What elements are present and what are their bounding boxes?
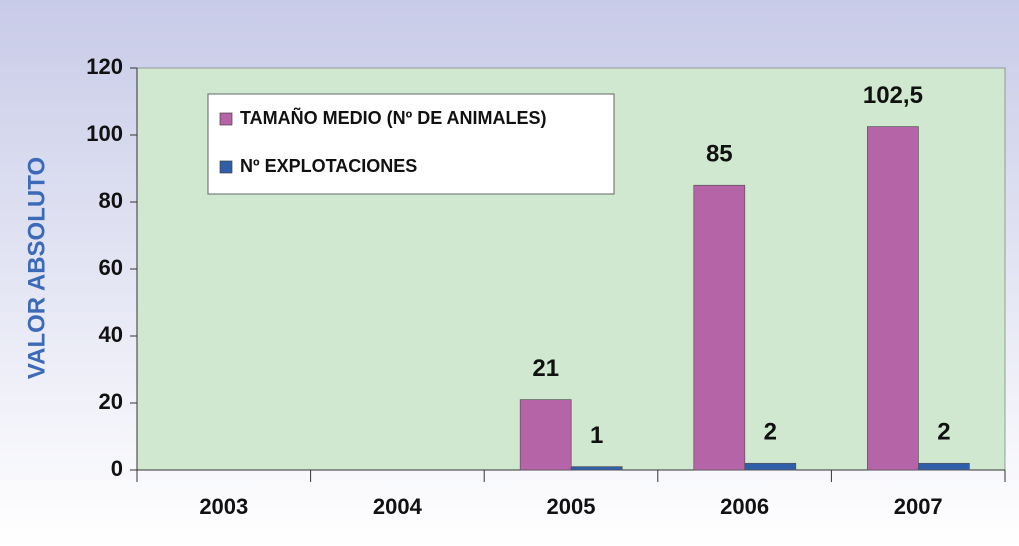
y-tick-label: 40: [99, 322, 123, 347]
bar: [867, 126, 919, 471]
data-label: 1: [590, 422, 603, 449]
legend-label: TAMAÑO MEDIO (Nº DE ANIMALES): [240, 107, 547, 128]
x-tick-label: 2004: [373, 494, 423, 519]
legend-box: [207, 93, 615, 195]
bar: [693, 184, 746, 471]
data-label: 21: [532, 355, 559, 382]
bar: [519, 399, 572, 471]
y-tick-label: 80: [99, 188, 123, 213]
data-label: 102,5: [863, 82, 923, 109]
legend-marker: [219, 160, 233, 174]
data-label: 2: [937, 419, 950, 446]
x-tick-label: 2003: [199, 494, 248, 519]
y-tick-label: 100: [86, 121, 123, 146]
legend-label: Nº EXPLOTACIONES: [240, 156, 417, 176]
data-label: 85: [706, 141, 733, 168]
x-tick-label: 2007: [894, 494, 943, 519]
y-axis-label: VALOR ABSOLUTO: [23, 157, 50, 379]
data-label: 2: [764, 419, 777, 446]
y-tick-label: 60: [99, 255, 123, 280]
x-tick-label: 2006: [720, 494, 769, 519]
y-tick-label: 0: [111, 456, 123, 481]
y-tick-label: 120: [86, 54, 123, 79]
y-tick-label: 20: [99, 389, 123, 414]
bar: [744, 462, 797, 471]
bar: [570, 466, 623, 471]
x-tick-label: 2005: [547, 494, 596, 519]
legend-marker: [219, 112, 233, 126]
bar: [918, 462, 970, 471]
